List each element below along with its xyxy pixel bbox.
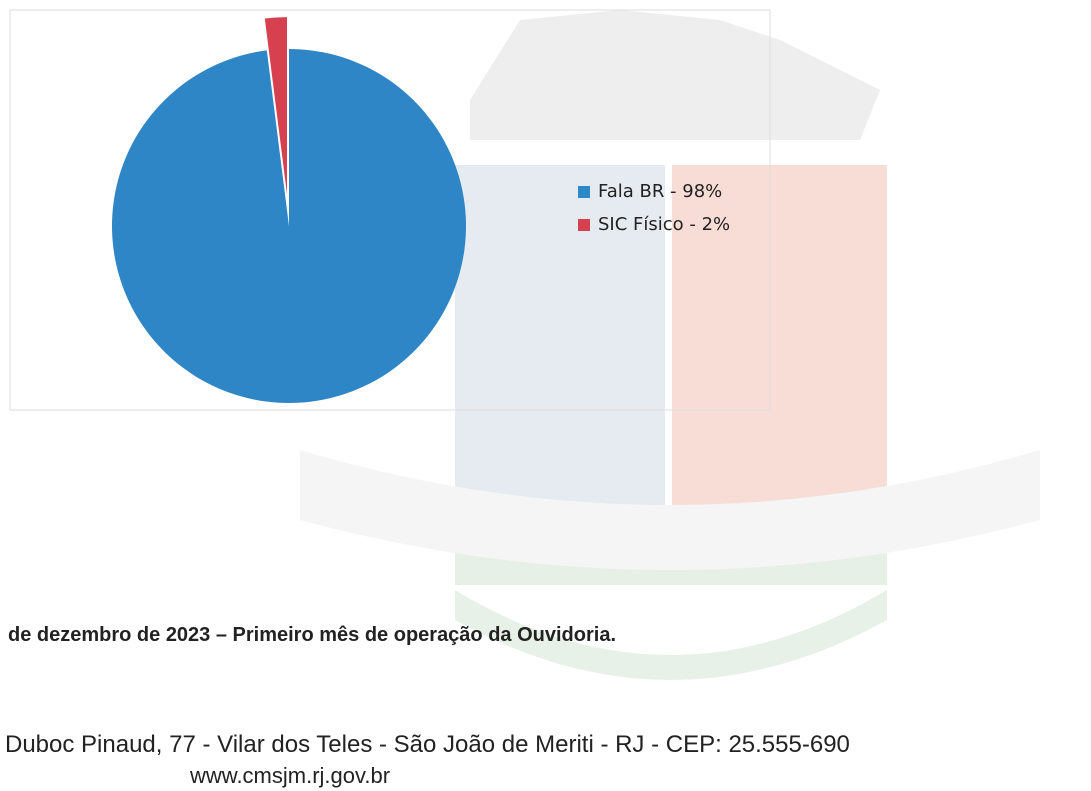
chart: Fala BR - 98% SIC Físico - 2% bbox=[0, 0, 1091, 791]
legend-label: SIC Físico - 2% bbox=[598, 214, 730, 235]
legend-swatch bbox=[578, 219, 590, 231]
footer-website: www.cmsjm.rj.gov.br bbox=[190, 763, 390, 789]
footer-address: Duboc Pinaud, 77 - Vilar dos Teles - São… bbox=[5, 731, 850, 759]
caption: de dezembro de 2023 – Primeiro mês de op… bbox=[8, 624, 616, 647]
pie-slice bbox=[112, 49, 466, 403]
legend-swatch bbox=[578, 186, 590, 198]
legend-label: Fala BR - 98% bbox=[598, 181, 722, 202]
page: Fala BR - 98% SIC Físico - 2% de dezembro… bbox=[0, 0, 1091, 791]
